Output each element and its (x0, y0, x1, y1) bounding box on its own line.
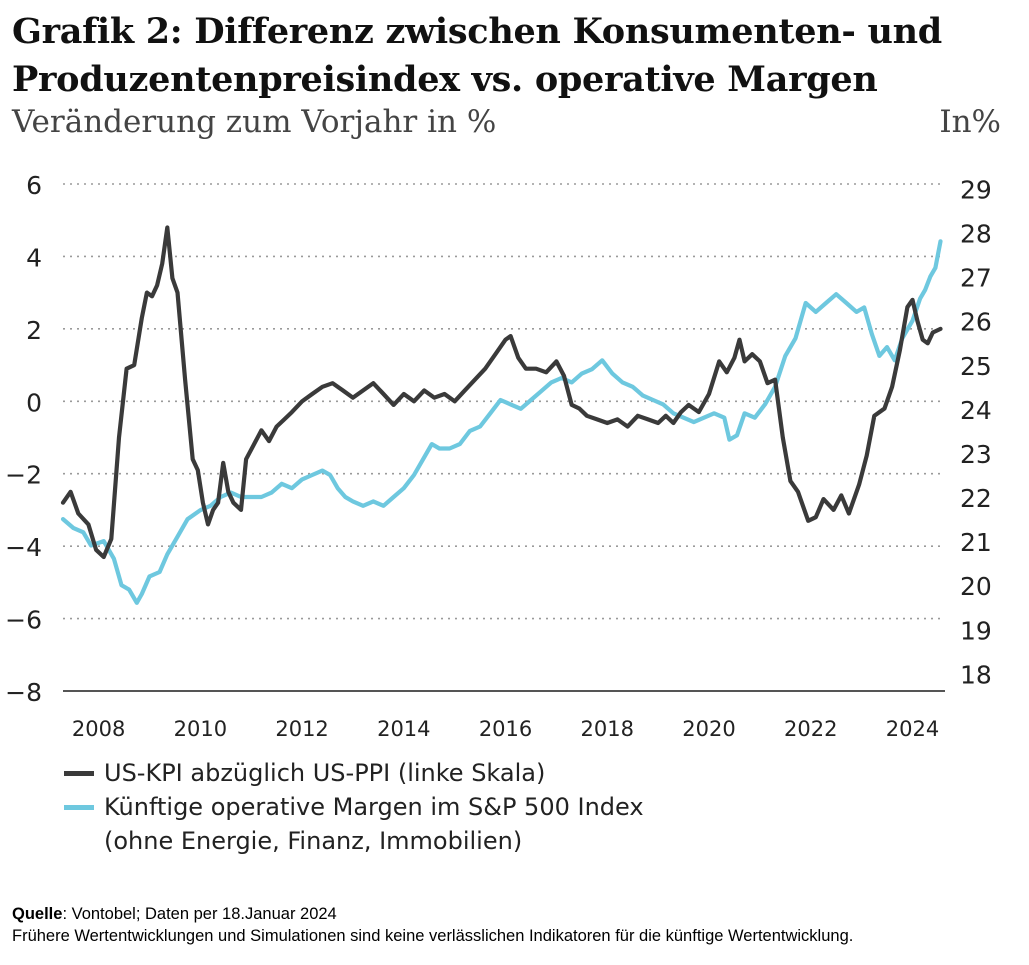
x-tick-label: 2010 (174, 717, 227, 741)
legend-swatch-margins (64, 805, 94, 810)
right-tick-label: 23 (960, 440, 992, 469)
right-tick-label: 28 (960, 219, 992, 248)
left-axis-ticks: 6 4 2 0 −2 −4 −6 −8 (5, 171, 42, 707)
x-tick-label: 2008 (72, 717, 125, 741)
x-tick-label: 2012 (275, 717, 328, 741)
left-tick-label: 0 (26, 388, 42, 417)
x-tick-label: 2014 (377, 717, 430, 741)
left-tick-label: −4 (5, 533, 42, 562)
legend-label-margins: Künftige operative Margen im S&P 500 Ind… (104, 793, 644, 821)
left-tick-label: −2 (5, 461, 42, 490)
legend-label-kpi-ppi: US-KPI abzüglich US-PPI (linke Skala) (104, 759, 546, 787)
legend-item-kpi-ppi: US-KPI abzüglich US-PPI (linke Skala) (64, 756, 644, 790)
x-axis-ticks: 2008 2010 2012 2014 2016 2018 2020 2022 2024 (72, 717, 939, 741)
chart-title-line-1: Grafik 2: Differenz zwischen Konsumenten… (12, 11, 942, 52)
x-tick-label: 2016 (479, 717, 532, 741)
right-tick-label: 20 (960, 572, 992, 601)
right-tick-label: 21 (960, 528, 992, 557)
x-tick-label: 2022 (784, 717, 837, 741)
footer: Quelle: Vontobel; Daten per 18.Januar 20… (12, 903, 853, 947)
legend-swatch-kpi-ppi (64, 771, 94, 776)
right-tick-label: 24 (960, 396, 992, 425)
left-tick-label: 4 (26, 243, 42, 272)
left-tick-label: −8 (5, 678, 42, 707)
right-tick-label: 27 (960, 264, 992, 293)
series-line-margins (60, 239, 943, 605)
source-label: Quelle (12, 905, 63, 923)
left-tick-label: 2 (26, 316, 42, 345)
legend-label-margins-note: (ohne Energie, Finanz, Immobilien) (104, 827, 523, 855)
series-lines (60, 225, 943, 605)
legend-item-margins: Künftige operative Margen im S&P 500 Ind… (64, 790, 644, 858)
right-tick-label: 26 (960, 308, 992, 337)
left-axis-unit-label: Veränderung zum Vorjahr in % (12, 104, 497, 140)
left-tick-label: −6 (5, 606, 42, 635)
right-axis-ticks: 29 28 27 26 25 24 23 22 21 20 19 18 (960, 175, 992, 689)
chart-title: Grafik 2: Differenz zwischen Konsumenten… (12, 8, 942, 104)
right-tick-label: 22 (960, 484, 992, 513)
source-text: : Vontobel; Daten per 18.Januar 2024 (62, 905, 337, 923)
x-tick-label: 2020 (682, 717, 735, 741)
plot-background (0, 150, 1029, 750)
right-tick-label: 25 (960, 352, 992, 381)
right-tick-label: 29 (960, 175, 992, 204)
left-tick-label: 6 (26, 171, 42, 200)
series-line-kpi-ppi (60, 225, 943, 560)
x-tick-label: 2024 (886, 717, 939, 741)
disclaimer: Frühere Wertentwicklungen und Simulation… (12, 927, 854, 945)
right-axis-unit-label: In% (939, 104, 1001, 140)
chart-title-line-2: Produzentenpreisindex vs. operative Marg… (12, 59, 878, 100)
gridlines (63, 183, 945, 692)
legend: US-KPI abzüglich US-PPI (linke Skala) Kü… (64, 756, 644, 858)
right-tick-label: 18 (960, 660, 992, 689)
x-tick-label: 2018 (581, 717, 634, 741)
right-tick-label: 19 (960, 616, 992, 645)
source-line: Quelle: Vontobel; Daten per 18.Januar 20… (12, 903, 853, 925)
